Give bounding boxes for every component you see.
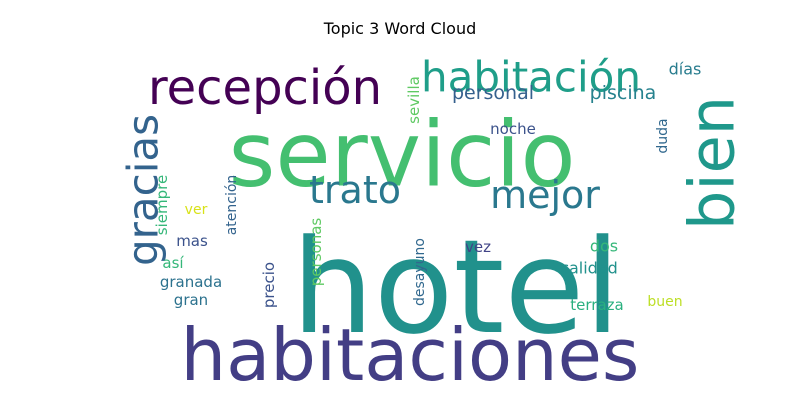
word-terraza: terraza [570,296,623,314]
word-siempre: siempre [153,175,171,235]
word-habitaciones: habitaciones [181,313,640,397]
word-calidad: calidad [560,259,618,278]
word-personal: personal [452,82,534,104]
word-mejor: mejor [490,173,600,217]
word-recepción: recepción [148,60,382,116]
word-servicio: servicio [228,103,575,208]
word-granada: granada [160,273,222,291]
word-precio: precio [260,262,278,308]
word-atención: atención [224,175,240,236]
word-mas: mas [176,232,208,250]
word-hotel: hotel [292,211,621,363]
word-trato: trato [309,168,401,212]
word-días: días [669,60,702,79]
word-vez: vez [465,238,491,256]
word-así: así [162,254,184,272]
word-bien: bien [676,96,749,230]
word-gracias: gracias [119,114,168,266]
word-noche: noche [490,120,536,138]
word-personas: personas [307,218,325,287]
word-piscina: piscina [590,82,657,104]
word-habitación: habitación [421,53,641,102]
word-ver: ver [185,202,208,218]
chart-title: Topic 3 Word Cloud [323,19,477,38]
word-duda: duda [655,118,671,153]
word-dos: dos [590,237,618,256]
word-gran: gran [174,291,208,309]
word-sevilla: sevilla [405,76,423,124]
word-buen: buen [647,294,682,310]
word-desayuno: desayuno [412,238,428,306]
